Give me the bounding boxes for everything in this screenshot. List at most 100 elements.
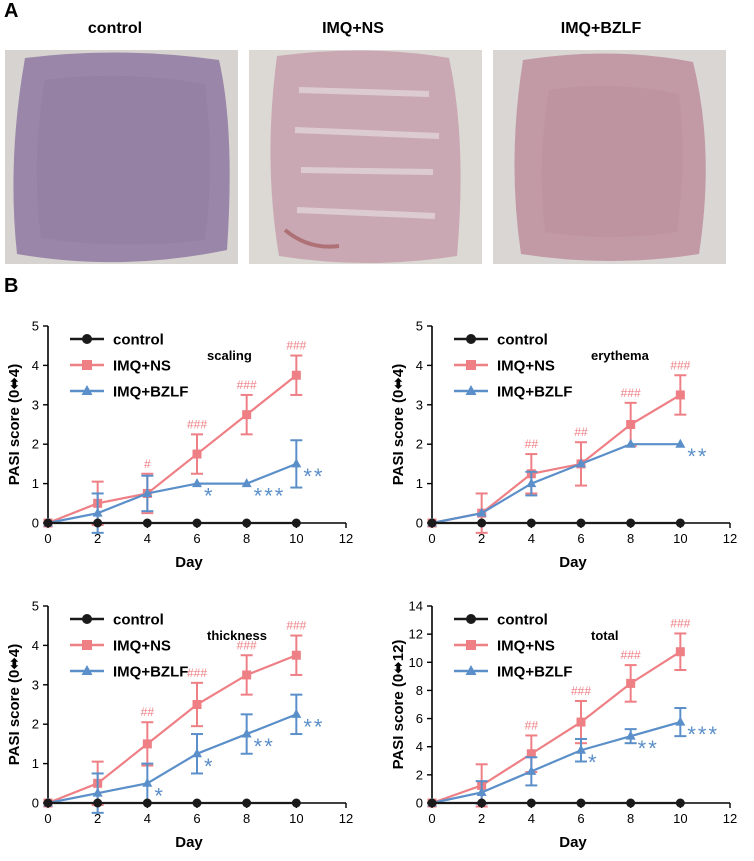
legend-marker-ns xyxy=(466,640,476,650)
y-tick-label: 5 xyxy=(416,319,423,334)
data-point-control xyxy=(576,518,586,528)
chart-title: erythema xyxy=(591,348,650,363)
significance-hash: ### xyxy=(621,648,641,662)
y-tick-label: 10 xyxy=(409,655,423,670)
data-point-bzlf xyxy=(476,507,487,517)
y-axis-label: PASI score (0⬌4) xyxy=(6,644,23,766)
data-point-bzlf xyxy=(576,744,586,754)
x-tick-label: 2 xyxy=(478,531,485,546)
chart-total: 0 2 4 6 8 10 12 0 2 4 6 8 10 12 14 Day PASI score (0⬌12)… xyxy=(390,599,737,852)
x-tick-label: 0 xyxy=(44,811,51,826)
y-axis-label: PASI score (0⬌4) xyxy=(6,364,23,486)
y-tick-label: 8 xyxy=(416,683,423,698)
data-point-control xyxy=(626,518,636,528)
photo-imq-bzlf xyxy=(493,50,726,264)
y-tick-label: 2 xyxy=(416,437,423,452)
data-point-ns xyxy=(626,678,636,688)
y-tick-label: 0 xyxy=(32,516,39,531)
significance-hash: ### xyxy=(286,339,306,353)
data-point-ns xyxy=(142,739,152,749)
x-tick-label: 12 xyxy=(723,531,737,546)
significance-hash: ### xyxy=(187,666,207,680)
legend-marker-ns xyxy=(82,360,92,370)
lesion-shading xyxy=(36,75,210,245)
y-axis-label: PASI score (0⬌12) xyxy=(390,640,407,770)
y-tick-label: 12 xyxy=(409,627,423,642)
y-tick-label: 5 xyxy=(32,599,39,614)
x-tick-label: 12 xyxy=(339,811,353,826)
panel-a-letter: A xyxy=(4,0,19,22)
significance-star: ** xyxy=(638,736,659,761)
lesion-shading xyxy=(541,85,683,237)
data-point-bzlf xyxy=(142,487,153,497)
data-point-control xyxy=(477,518,487,528)
data-point-control xyxy=(291,518,301,528)
x-tick-label: 6 xyxy=(577,531,584,546)
data-point-bzlf xyxy=(92,507,103,517)
significance-hash: ### xyxy=(286,619,306,633)
y-tick-label: 6 xyxy=(416,711,423,726)
significance-star: *** xyxy=(254,484,286,509)
data-point-control xyxy=(93,518,103,528)
data-point-control xyxy=(526,798,536,808)
y-tick-label: 2 xyxy=(32,717,39,732)
legend-marker-control xyxy=(466,334,476,344)
series-line-ns xyxy=(47,654,297,805)
data-point-bzlf xyxy=(241,478,252,488)
x-tick-label: 10 xyxy=(673,531,687,546)
x-tick-label: 0 xyxy=(428,811,435,826)
significance-hash: ## xyxy=(525,437,539,451)
y-axis-label: PASI score (0⬌4) xyxy=(390,364,407,486)
data-point-bzlf xyxy=(142,777,153,787)
data-point-control xyxy=(142,798,152,808)
significance-star: * xyxy=(154,783,165,808)
data-point-bzlf xyxy=(241,728,252,738)
data-point-bzlf xyxy=(675,438,686,448)
significance-star: * xyxy=(204,754,215,779)
photo-label-imq-ns: IMQ+NS xyxy=(322,20,384,37)
y-tick-label: 0 xyxy=(416,796,423,811)
photo-label-control: control xyxy=(87,20,143,37)
legend-marker-bzlf xyxy=(81,385,93,395)
data-point-bzlf xyxy=(576,458,586,468)
legend-label-ns: IMQ+NS xyxy=(113,638,171,655)
x-tick-label: 0 xyxy=(44,531,51,546)
legend-label-ns: IMQ+NS xyxy=(497,638,555,655)
x-axis-label: Day xyxy=(175,554,203,571)
legend-marker-ns xyxy=(82,640,92,650)
x-axis-label: Day xyxy=(175,834,203,851)
lesion-area xyxy=(270,50,461,263)
y-tick-label: 1 xyxy=(32,476,39,491)
x-tick-label: 8 xyxy=(243,531,250,546)
data-point-bzlf xyxy=(476,786,487,796)
data-point-control xyxy=(242,798,252,808)
x-axis-label: Day xyxy=(559,554,587,571)
significance-hash: ### xyxy=(670,616,690,630)
legend-label-control: control xyxy=(113,612,164,629)
data-point-ns xyxy=(576,717,586,727)
data-point-bzlf xyxy=(675,716,686,726)
data-point-bzlf xyxy=(192,748,202,758)
legend-label-ns: IMQ+NS xyxy=(113,358,171,375)
chart-title: total xyxy=(591,628,618,643)
y-tick-label: 3 xyxy=(32,677,39,692)
significance-star: * xyxy=(204,484,215,509)
x-tick-label: 2 xyxy=(94,531,101,546)
legend-label-control: control xyxy=(113,332,164,349)
data-point-ns xyxy=(242,410,252,420)
data-point-ns xyxy=(526,749,536,759)
series-line-bzlf xyxy=(47,462,297,525)
significance-star: ** xyxy=(254,734,275,759)
y-tick-label: 4 xyxy=(416,739,423,754)
legend-label-control: control xyxy=(497,612,548,629)
legend-marker-ns xyxy=(466,360,476,370)
scaling-texture xyxy=(294,87,440,219)
x-tick-label: 12 xyxy=(339,531,353,546)
chart-title: scaling xyxy=(207,348,252,363)
significance-hash: ### xyxy=(237,378,257,392)
x-tick-label: 4 xyxy=(144,811,151,826)
x-tick-label: 6 xyxy=(193,811,200,826)
significance-star: ** xyxy=(303,464,324,489)
data-point-control xyxy=(427,798,437,808)
